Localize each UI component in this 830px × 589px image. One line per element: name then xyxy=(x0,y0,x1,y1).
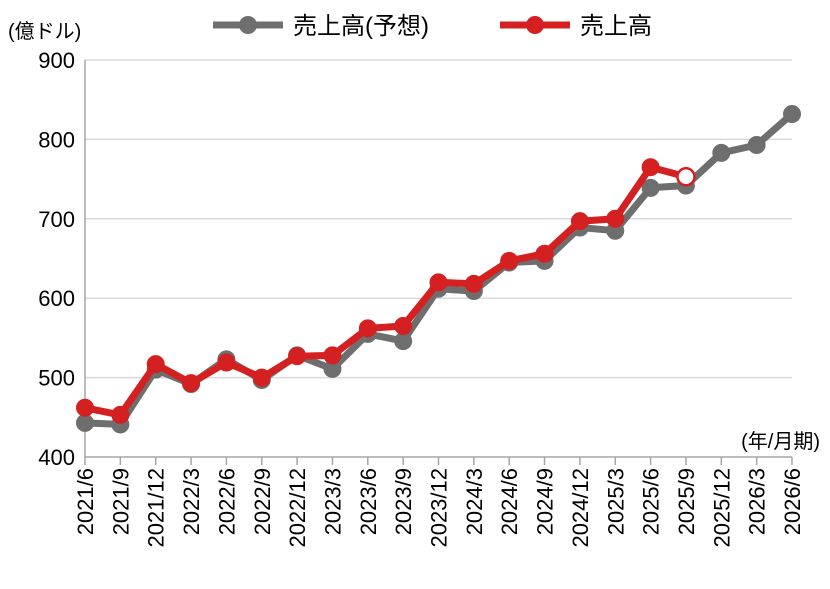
series-actual xyxy=(76,158,696,424)
x-tick-label: 2026/3 xyxy=(745,468,770,535)
x-tick-label: 2024/12 xyxy=(568,468,593,548)
x-tick-label: 2022/3 xyxy=(179,468,204,535)
grid-lines xyxy=(85,59,792,379)
x-tick-label: 2021/6 xyxy=(73,468,98,535)
y-tick-label: 900 xyxy=(38,48,75,73)
legend-swatch-marker xyxy=(526,16,544,34)
data-point xyxy=(217,353,236,372)
x-tick-label: 2024/6 xyxy=(497,468,522,535)
x-tick-label: 2021/12 xyxy=(144,468,169,548)
x-tick-label: 2025/9 xyxy=(674,468,699,535)
legend: 売上高(予想) 売上高 xyxy=(213,13,652,40)
x-tick-label: 2025/3 xyxy=(603,468,628,535)
data-point xyxy=(252,368,271,387)
data-point xyxy=(111,405,130,424)
data-point xyxy=(358,319,377,338)
data-point xyxy=(500,251,519,270)
legend-label: 売上高 xyxy=(580,13,652,40)
data-point xyxy=(747,135,766,154)
data-point xyxy=(641,178,660,197)
data-point xyxy=(288,347,307,366)
series-layer xyxy=(76,104,801,434)
data-point xyxy=(783,104,801,123)
x-tick-label: 2024/3 xyxy=(462,468,487,535)
x-tick-labels: 2021/6 2021/9 2021/12 2022/3 2022/6 2022/9 202… xyxy=(73,468,805,548)
y-tick-label: 500 xyxy=(38,366,75,391)
y-tick-labels: 400 500 600 700 800 900 xyxy=(38,48,75,470)
x-tick-label: 2022/6 xyxy=(214,468,239,535)
legend-item: 売上高 xyxy=(500,13,652,40)
data-point xyxy=(76,413,94,432)
x-tick-label: 2025/6 xyxy=(639,468,664,535)
x-tick-label: 2026/6 xyxy=(780,468,805,535)
x-tick-label: 2023/9 xyxy=(391,468,416,535)
data-point xyxy=(641,158,660,177)
data-point xyxy=(712,143,731,162)
y-tick-label: 600 xyxy=(38,286,75,311)
y-tick-label: 800 xyxy=(38,127,75,152)
x-tick-label: 2023/6 xyxy=(356,468,381,535)
data-point xyxy=(323,346,342,365)
legend-swatch-marker xyxy=(239,16,257,34)
data-point xyxy=(76,398,94,417)
x-tick-label: 2022/9 xyxy=(250,468,275,535)
x-axis-unit-label: (年/月期) xyxy=(741,430,820,453)
x-tick-label: 2025/12 xyxy=(709,468,734,548)
axes xyxy=(84,60,793,465)
y-tick-label: 700 xyxy=(38,207,75,232)
y-tick-label: 400 xyxy=(38,445,75,470)
data-point xyxy=(146,355,165,374)
x-tick-label: 2023/3 xyxy=(320,468,345,535)
data-point xyxy=(182,374,201,393)
legend-label: 売上高(予想) xyxy=(293,13,429,40)
y-axis-unit-label: (億ドル) xyxy=(8,20,81,43)
data-point xyxy=(394,332,413,351)
data-point xyxy=(535,244,554,263)
data-point xyxy=(464,274,483,293)
x-tick-label: 2021/9 xyxy=(108,468,133,535)
x-tick-label: 2024/9 xyxy=(533,468,558,535)
data-point xyxy=(394,316,413,335)
legend-item: 売上高(予想) xyxy=(213,13,429,40)
data-point xyxy=(429,273,448,292)
data-point xyxy=(606,209,625,228)
data-point xyxy=(676,166,696,187)
x-tick-label: 2023/12 xyxy=(427,468,452,548)
data-point xyxy=(570,212,589,231)
x-tick-label: 2022/12 xyxy=(285,468,310,548)
